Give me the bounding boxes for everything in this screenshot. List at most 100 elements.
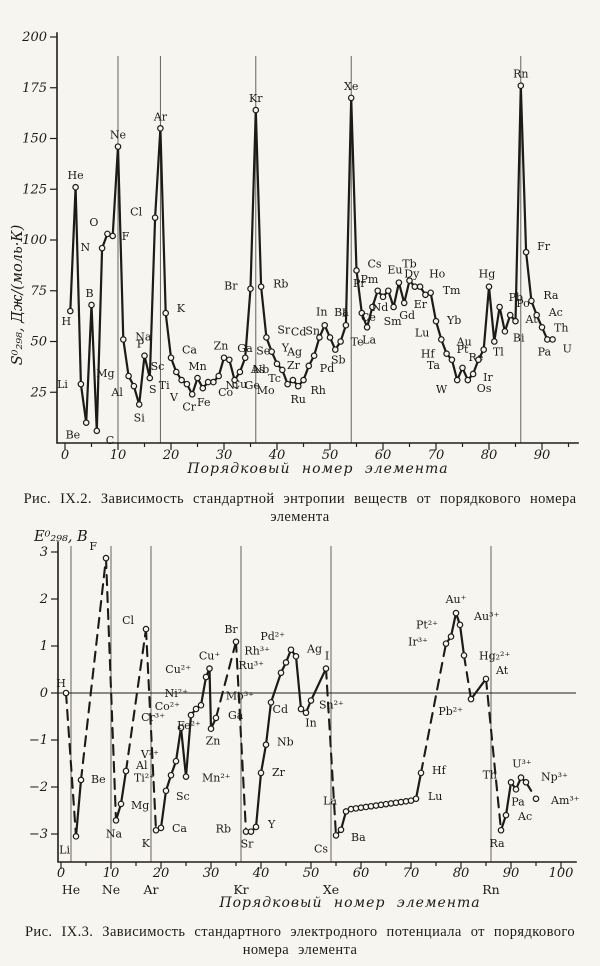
element-label: Eu [387, 264, 402, 277]
data-point [384, 287, 392, 295]
element-label: Li [59, 843, 70, 856]
element-label: Pa [538, 345, 552, 358]
data-point [162, 787, 170, 795]
element-label: Pr [353, 277, 366, 290]
element-label: Cs [368, 257, 382, 270]
curve-segment [366, 305, 374, 329]
data-point [297, 705, 305, 713]
data-point [369, 303, 376, 311]
data-point [141, 352, 148, 360]
data-point [302, 709, 310, 717]
data-point [452, 609, 460, 617]
data-point [167, 771, 175, 779]
element-label: Pm [360, 273, 378, 286]
element-label: Fe²⁺ [177, 719, 201, 732]
data-point [157, 125, 164, 132]
data-point [247, 828, 255, 835]
data-point [142, 625, 150, 633]
curve-segment [397, 281, 406, 305]
noble-gas-label: Ne [102, 882, 120, 897]
tick-label: 80 [481, 448, 498, 463]
element-label: Ho [429, 268, 446, 281]
element-label: Nb [277, 736, 294, 749]
element-label: Si [134, 411, 146, 424]
curve-segment [264, 701, 273, 746]
data-point [125, 372, 132, 380]
curve-segment [414, 771, 423, 800]
element-label: Tm [443, 284, 461, 297]
tick-label: 50 [30, 335, 47, 350]
data-point [321, 321, 329, 329]
data-point [130, 382, 138, 390]
element-label: Ga [237, 342, 253, 355]
data-point [496, 303, 503, 311]
element-label: O [89, 216, 98, 229]
element-label: Mg [131, 799, 149, 812]
tick-label: 30 [203, 866, 220, 881]
element-label: Be [91, 773, 106, 786]
data-point [167, 354, 175, 362]
data-point [82, 419, 90, 427]
element-label: Ba [351, 831, 366, 844]
data-point [117, 800, 125, 808]
element-label: Nd [372, 301, 389, 314]
element-label: H [62, 315, 72, 328]
curve-segment [269, 671, 283, 704]
element-label: Zr [272, 766, 286, 779]
curve-segment [208, 667, 213, 730]
element-label: W [436, 383, 448, 396]
data-point [337, 338, 344, 345]
element-label: Cu⁺ [199, 650, 221, 663]
curve-segment [249, 108, 257, 290]
element-label: Sc [151, 360, 165, 373]
data-point [72, 183, 79, 191]
element-label: Sb [331, 354, 346, 367]
data-point [88, 301, 95, 309]
data-point [416, 283, 424, 290]
data-point [528, 297, 535, 305]
curve-segment [124, 628, 148, 773]
curve-segment [514, 84, 522, 323]
element-label: Br [224, 280, 238, 293]
data-point [172, 757, 180, 765]
data-point [374, 287, 382, 295]
element-label: Gd [399, 309, 415, 322]
element-label: Ba [334, 306, 349, 319]
element-label: K [142, 837, 151, 850]
tick-label: 175 [22, 81, 47, 96]
element-label: Br [224, 623, 238, 636]
element-label: Tl [493, 346, 504, 359]
curve-segment [179, 726, 188, 778]
element-label: Cd [291, 325, 306, 338]
data-point [456, 621, 464, 629]
data-point [517, 774, 525, 781]
element-label: Po [516, 297, 530, 310]
data-point [202, 673, 210, 681]
data-point [358, 309, 366, 317]
data-point [300, 376, 307, 384]
data-point [460, 652, 468, 659]
element-label: Ac [548, 306, 563, 319]
element-label: In [316, 305, 327, 318]
element-label: Rh [311, 384, 326, 397]
tick-label: 100 [549, 866, 574, 881]
element-label: Ru³⁺ [238, 659, 264, 672]
data-point [151, 214, 159, 221]
data-point [98, 244, 106, 252]
data-point [187, 711, 195, 719]
element-label: Au⁺ [445, 593, 467, 606]
element-label: He [68, 169, 84, 182]
element-label: Dy [404, 268, 420, 281]
curve-segment [493, 305, 501, 343]
tick-label: 0 [57, 866, 65, 881]
data-point [282, 659, 290, 666]
element-label: Y [281, 342, 290, 355]
data-point [390, 303, 397, 311]
element-label: Cr [182, 400, 196, 413]
curve-segment [294, 655, 303, 711]
element-label: Ti [159, 379, 170, 392]
element-label: Zr [287, 359, 301, 372]
data-point [443, 350, 450, 357]
data-point [448, 356, 456, 364]
